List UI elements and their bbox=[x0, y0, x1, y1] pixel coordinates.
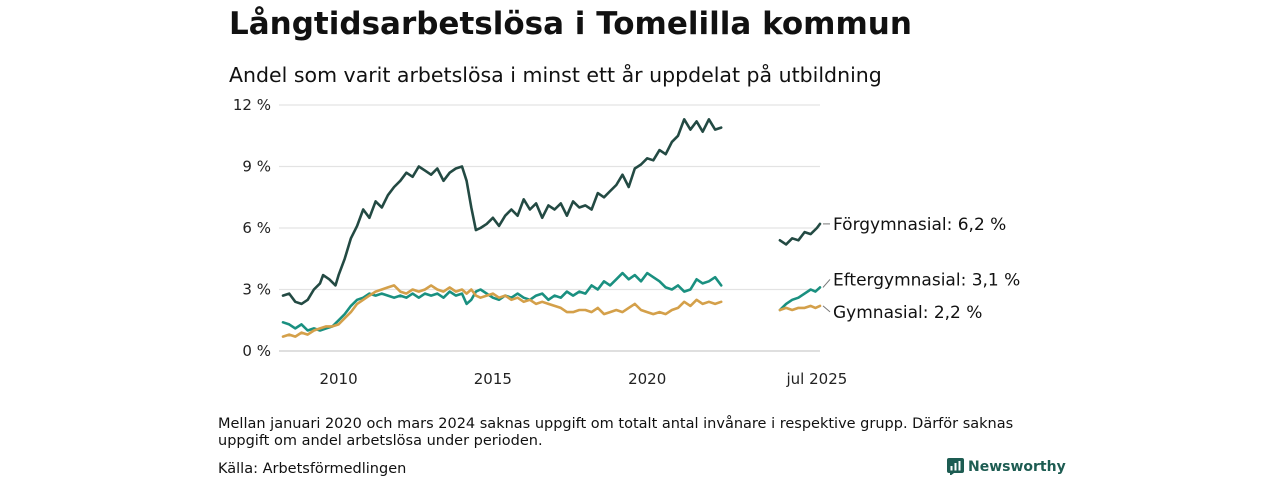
x-tick-label: jul 2025 bbox=[786, 370, 848, 388]
y-tick-label: 3 % bbox=[242, 281, 271, 299]
footnote: Mellan januari 2020 och mars 2024 saknas… bbox=[218, 416, 1014, 449]
series-line-gymnasial bbox=[281, 284, 723, 338]
newsworthy-logo[interactable]: Newsworthy bbox=[947, 458, 1066, 475]
brand-name: Newsworthy bbox=[968, 458, 1066, 475]
y-axis-ticks: 0 % 3 % 6 % 9 % 12 % bbox=[233, 96, 271, 360]
series-lines bbox=[281, 118, 822, 338]
y-tick-label: 12 % bbox=[233, 96, 271, 114]
y-tick-label: 9 % bbox=[242, 158, 271, 176]
grid-lines bbox=[279, 104, 820, 352]
source-text: Källa: Arbetsförmedlingen bbox=[218, 461, 407, 477]
newsworthy-icon bbox=[947, 458, 964, 475]
end-label-gymnasial: Gymnasial: 2,2 % bbox=[833, 303, 982, 323]
x-axis-ticks: 2010 2015 2020 jul 2025 bbox=[319, 370, 847, 388]
chart-subtitle: Andel som varit arbetslösa i minst ett å… bbox=[229, 63, 882, 87]
chart-title: Långtidsarbetslösa i Tomelilla kommun bbox=[229, 6, 912, 42]
label-leader bbox=[822, 305, 831, 313]
series-line-förgymnasial bbox=[778, 222, 822, 246]
y-tick-label: 6 % bbox=[242, 219, 271, 237]
label-leader bbox=[822, 279, 831, 288]
end-label-eftergymnasial: Eftergymnasial: 3,1 % bbox=[833, 270, 1020, 290]
series-line-förgymnasial bbox=[281, 118, 723, 306]
end-label-förgymnasial: Förgymnasial: 6,2 % bbox=[833, 215, 1006, 235]
series-line-eftergymnasial bbox=[281, 271, 723, 332]
y-tick-label: 0 % bbox=[242, 342, 271, 360]
x-tick-label: 2010 bbox=[319, 370, 357, 388]
x-tick-label: 2015 bbox=[474, 370, 512, 388]
series-line-gymnasial bbox=[778, 304, 822, 312]
series-end-labels: Förgymnasial: 6,2 % Eftergymnasial: 3,1 %… bbox=[822, 215, 1020, 323]
series-line-eftergymnasial bbox=[778, 286, 822, 312]
x-tick-label: 2020 bbox=[628, 370, 666, 388]
